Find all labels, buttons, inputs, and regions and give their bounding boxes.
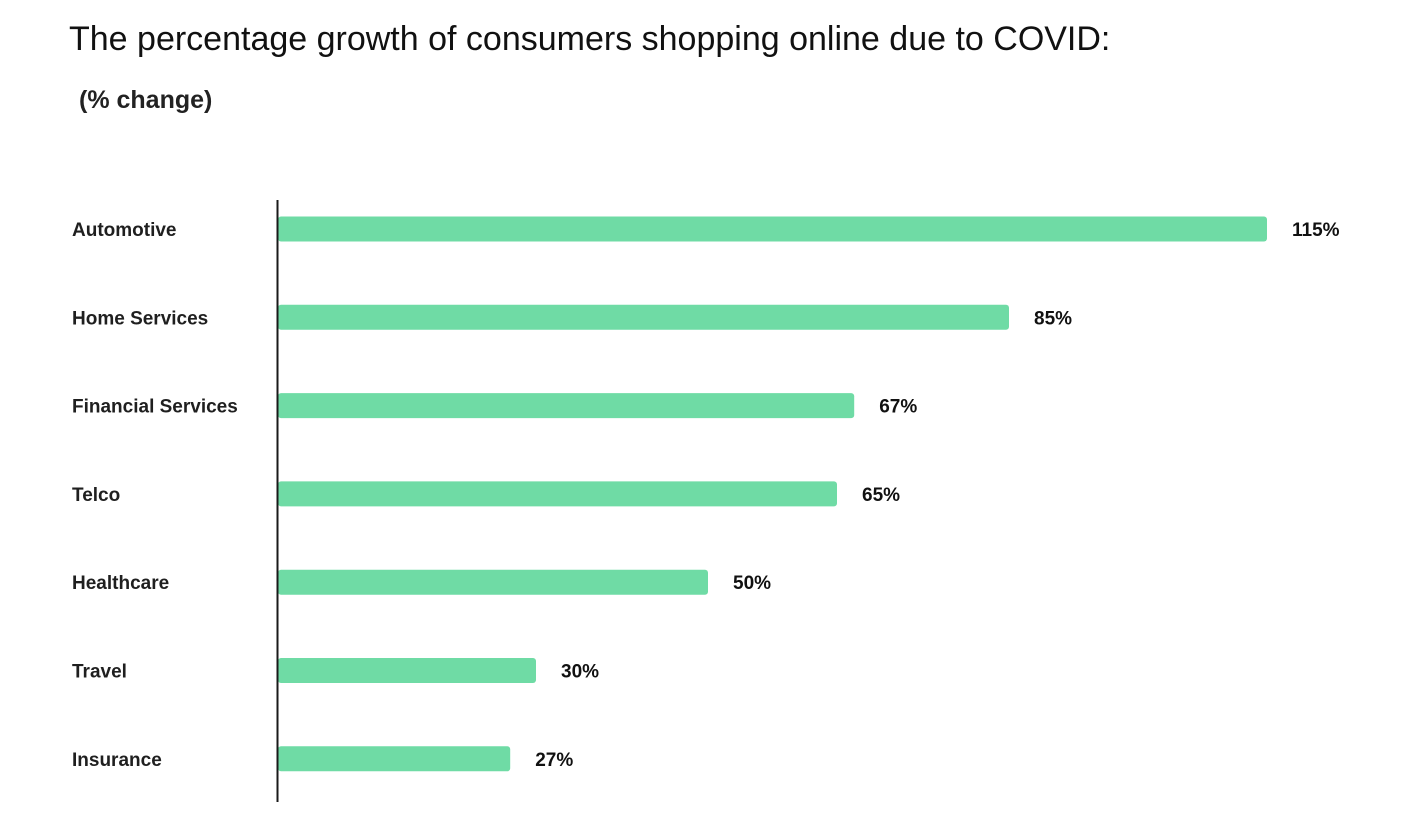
bar-financial-services [278, 393, 855, 419]
category-label: Home Services [72, 308, 208, 329]
bar-healthcare [278, 569, 708, 595]
bar-home-services [278, 304, 1009, 330]
value-label: 50% [733, 573, 771, 594]
bar-automotive [278, 216, 1267, 242]
category-label: Insurance [72, 750, 162, 771]
bar-telco [278, 481, 837, 507]
category-label: Travel [72, 662, 127, 683]
category-label: Automotive [72, 220, 177, 241]
bar-insurance [278, 746, 511, 772]
value-label: 85% [1034, 308, 1072, 329]
value-label: 65% [862, 485, 900, 506]
value-label: 67% [879, 397, 917, 418]
chart-subtitle: (% change) [79, 86, 213, 114]
chart-title: The percentage growth of consumers shopp… [69, 20, 1111, 58]
bar-travel [278, 658, 536, 683]
category-label: Financial Services [72, 397, 238, 418]
value-label: 115% [1292, 220, 1340, 241]
bars-layer: Automotive 115% Home Services 85% Financial … [72, 216, 1340, 772]
value-label: 30% [561, 662, 599, 683]
category-label: Telco [72, 485, 120, 506]
category-label: Healthcare [72, 573, 169, 594]
value-label: 27% [535, 750, 573, 771]
